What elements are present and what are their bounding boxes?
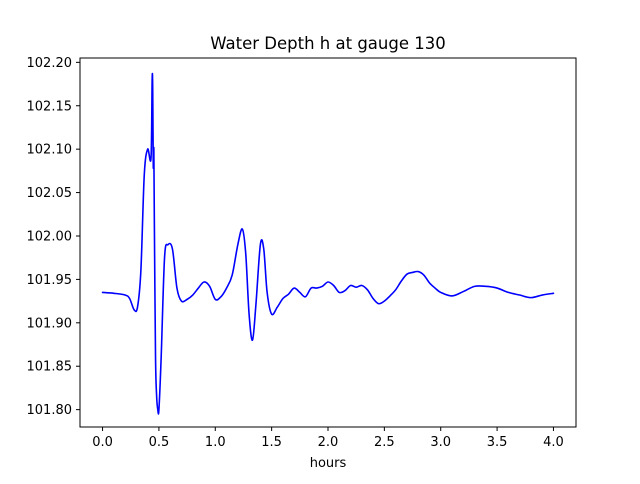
x-tick-label: 1.0 (205, 435, 226, 450)
data-series (101, 72, 555, 415)
x-tick-label: 2.5 (374, 435, 395, 450)
plot-area-frame (79, 57, 577, 428)
y-tick-label: 102.15 (27, 99, 73, 114)
y-tick-label: 101.80 (27, 403, 73, 418)
y-axis-ticks: 101.80 101.85 101.90 101.95 102.00 102.05 102.… (27, 56, 80, 418)
y-tick-label: 102.10 (27, 143, 73, 158)
y-tick-label: 101.85 (27, 360, 73, 375)
y-tick-label: 101.95 (27, 273, 73, 288)
x-tick-label: 0.5 (149, 435, 170, 450)
x-tick-label: 4.0 (543, 435, 564, 450)
x-tick-label: 3.5 (487, 435, 508, 450)
y-tick-label: 102.20 (27, 56, 73, 71)
y-tick-label: 102.00 (27, 229, 73, 244)
x-tick-label: 1.5 (261, 435, 282, 450)
x-axis-ticks: 0.0 0.5 1.0 1.5 2.0 2.5 3.0 3.5 4.0 (92, 427, 564, 450)
water-depth-series-line (101, 72, 555, 415)
chart-title: Water Depth h at gauge 130 (210, 34, 445, 53)
y-tick-label: 101.90 (27, 316, 73, 331)
x-tick-label: 2.0 (318, 435, 339, 450)
x-tick-label: 0.0 (92, 435, 113, 450)
x-axis-label: hours (310, 456, 347, 471)
y-tick-label: 102.05 (27, 186, 73, 201)
x-tick-label: 3.0 (430, 435, 451, 450)
